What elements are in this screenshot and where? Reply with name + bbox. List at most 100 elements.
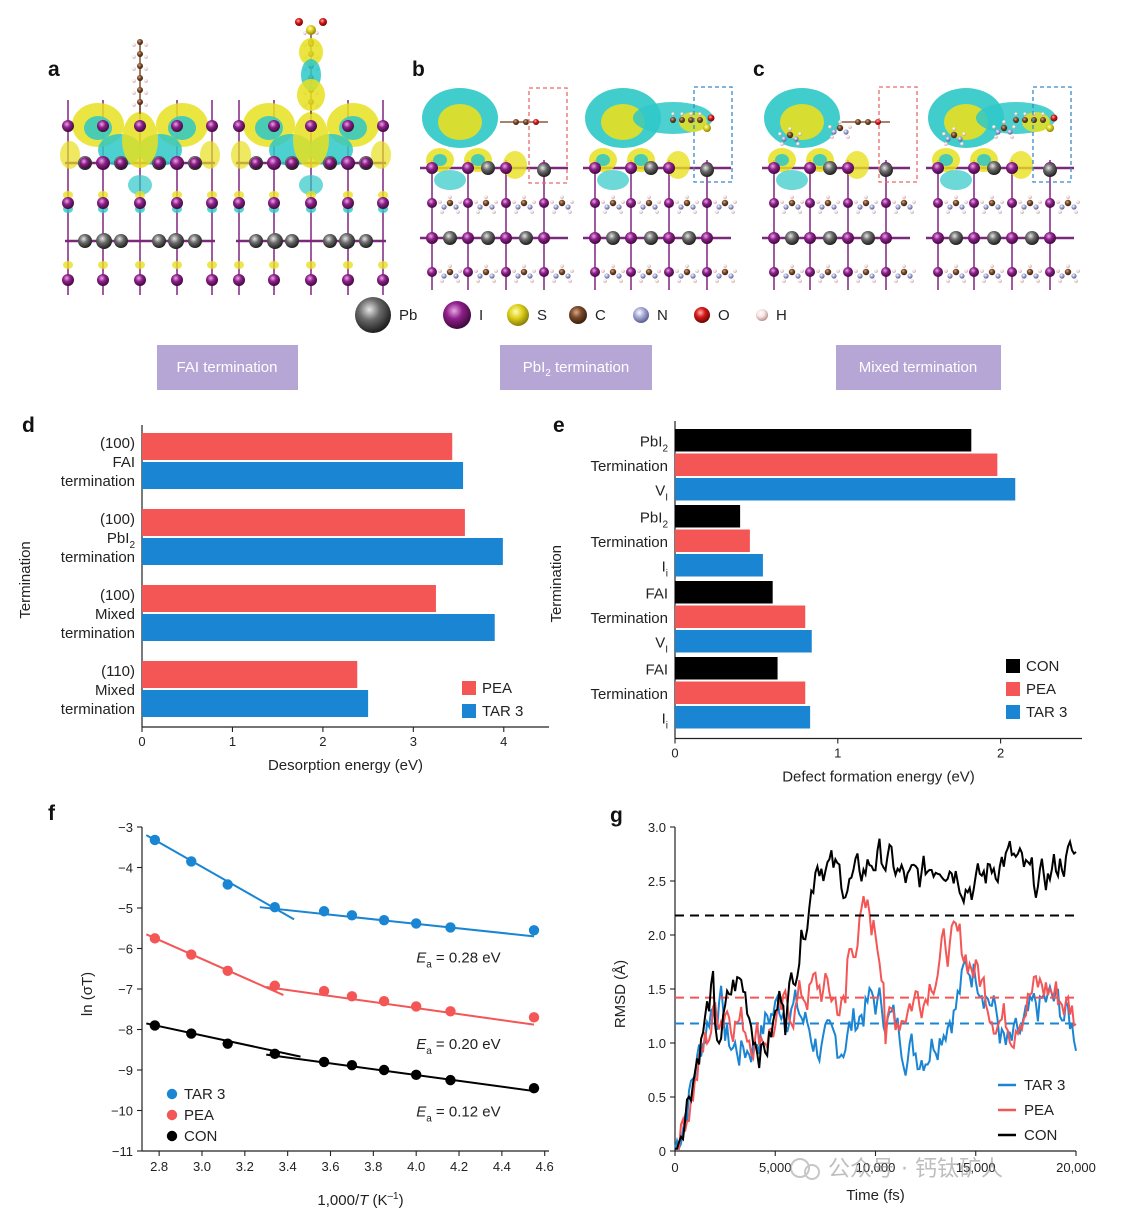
- atom-h: [532, 269, 536, 273]
- x-tick-label: 2.8: [150, 1159, 168, 1174]
- atom-c: [1013, 117, 1019, 123]
- structure-slab: [926, 86, 1080, 290]
- atom-i: [625, 232, 637, 244]
- atom-h: [655, 210, 659, 214]
- data-point: [222, 965, 233, 976]
- atom-h: [834, 279, 838, 283]
- atom-h: [458, 200, 462, 204]
- category-label: FAI: [645, 585, 668, 602]
- bar-pea: [675, 453, 998, 476]
- isosurface-lobe: [207, 191, 217, 199]
- legend-marker: [166, 1130, 178, 1142]
- atom-h: [944, 142, 948, 146]
- atom-h: [532, 200, 536, 204]
- atom-h: [998, 210, 1002, 214]
- atom-h: [912, 269, 916, 273]
- atom-c: [569, 306, 587, 324]
- atom-h: [980, 269, 984, 273]
- atom-h: [1036, 279, 1040, 283]
- atom-h: [892, 269, 896, 273]
- atom-h: [1028, 195, 1032, 199]
- isosurface-lobe: [780, 104, 824, 140]
- category-label: Termination: [590, 534, 668, 551]
- series-pea: Ea = 0.20 eV PEA: [145, 933, 540, 1124]
- category-label: Ii: [662, 558, 668, 579]
- atom-h: [647, 195, 651, 199]
- data-point: [318, 1056, 330, 1068]
- bar-tar-3: [142, 690, 369, 717]
- atom-i: [702, 267, 712, 277]
- isosurface-lobe: [299, 38, 323, 66]
- atom-i: [501, 267, 511, 277]
- atom-h: [492, 279, 496, 283]
- data-point: [149, 1020, 161, 1031]
- atom-h: [695, 200, 699, 204]
- atom-h: [474, 200, 478, 204]
- atom-i: [97, 120, 109, 132]
- atom-n: [959, 273, 965, 279]
- isosurface-lobe: [122, 112, 158, 168]
- data-point: [149, 933, 161, 944]
- atom-c: [558, 199, 566, 207]
- fai-termination-label: FAI termination: [177, 359, 278, 376]
- atom-n: [553, 204, 559, 210]
- atom-h: [980, 200, 984, 204]
- atom-h: [944, 200, 948, 204]
- atom-h: [601, 200, 605, 204]
- legend-label: CON: [1024, 1127, 1057, 1144]
- atom-h: [552, 279, 556, 283]
- atom-h: [1074, 210, 1078, 214]
- atom-h: [994, 135, 998, 139]
- atom-h: [560, 195, 564, 199]
- activation-energy-label: Ea = 0.28 eV: [416, 950, 500, 971]
- atom-n: [441, 273, 447, 279]
- atom-pb: [861, 231, 875, 245]
- atom-h: [962, 210, 966, 214]
- atom-c: [137, 99, 143, 105]
- panel-label-c: c: [753, 58, 765, 81]
- data-point: [378, 995, 390, 1007]
- panel-label-b: b: [412, 58, 425, 81]
- isosurface-lobe: [63, 191, 73, 199]
- atom-h: [782, 279, 786, 283]
- atom-h: [680, 112, 684, 116]
- isosurface-lobe: [135, 261, 145, 269]
- x-tick-label: 10,000: [856, 1160, 896, 1175]
- atom-c: [688, 117, 694, 123]
- atom-i: [462, 232, 474, 244]
- atom-i: [171, 197, 183, 209]
- atom-i: [701, 232, 713, 244]
- atom-c: [786, 131, 794, 139]
- atom-h: [854, 200, 858, 204]
- atom-i: [968, 162, 980, 174]
- atom-n: [1071, 204, 1077, 210]
- atom-n: [957, 136, 963, 142]
- x-tick-label: 4.6: [536, 1159, 554, 1174]
- y-axis-label: ln (σT): [79, 972, 96, 1016]
- atom-n: [1021, 204, 1027, 210]
- data-point: [318, 985, 330, 997]
- atom-legend: Pb I S C N O H: [355, 297, 787, 333]
- atom-h: [910, 279, 914, 283]
- legend-marker: [166, 1088, 178, 1100]
- isosurface-lobe: [306, 191, 316, 199]
- atom-h: [800, 200, 804, 204]
- atom-i: [305, 197, 317, 209]
- x-axis-label: Desorption energy (eV): [268, 757, 423, 774]
- atom-i: [426, 232, 438, 244]
- atom-h: [1038, 269, 1042, 273]
- atom-h: [856, 279, 860, 283]
- panel-labels: a b c d e f g: [22, 58, 765, 827]
- atom-n: [477, 204, 483, 210]
- atom-pb: [188, 234, 202, 248]
- atom-i: [969, 198, 979, 208]
- atom-i: [625, 162, 637, 174]
- atom-n: [983, 273, 989, 279]
- atom-i: [589, 232, 601, 244]
- atom-s: [1046, 124, 1054, 132]
- atom-h: [990, 195, 994, 199]
- atom-h: [611, 195, 615, 199]
- legend-label: TAR 3: [184, 1086, 225, 1103]
- data-point: [222, 1038, 233, 1049]
- atom-h: [144, 67, 148, 71]
